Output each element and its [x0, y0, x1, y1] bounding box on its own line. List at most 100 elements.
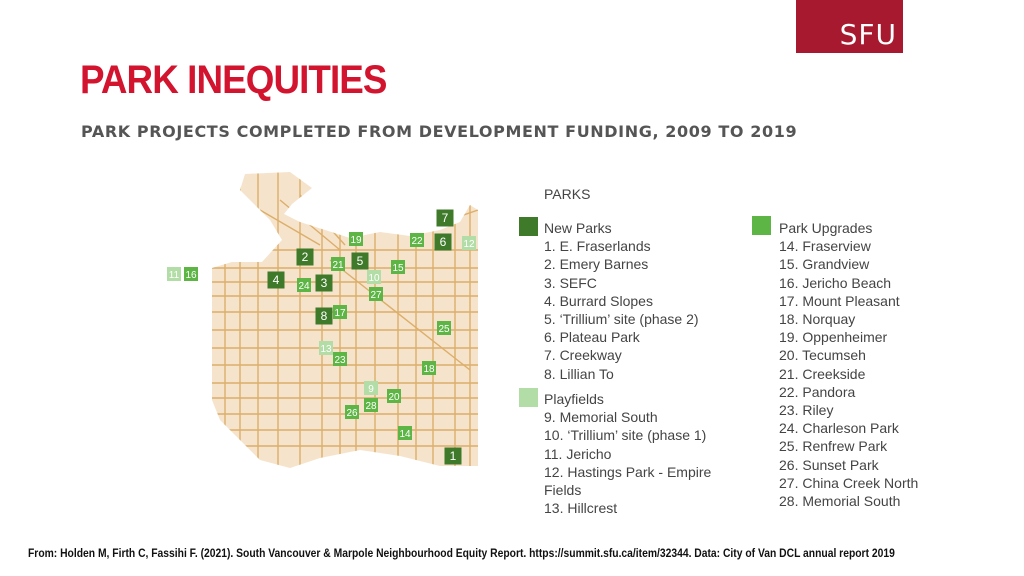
- marker-label: 17: [334, 308, 346, 319]
- park-marker-18: 18: [422, 361, 436, 375]
- marker-label: 2: [302, 250, 309, 264]
- marker-label: 6: [440, 235, 447, 249]
- marker-label: 21: [332, 260, 344, 271]
- park-marker-8: 8: [315, 307, 333, 325]
- legend-item: 23. Riley: [779, 402, 834, 419]
- marker-label: 3: [321, 276, 328, 290]
- legend-heading: PARKS: [544, 186, 591, 202]
- marker-square: [184, 267, 198, 281]
- marker-label: 7: [442, 211, 449, 225]
- park-marker-27: 27: [369, 287, 383, 301]
- marker-label: 4: [273, 273, 280, 287]
- marker-label: 24: [298, 281, 310, 292]
- legend-label: New Parks: [544, 220, 612, 236]
- marker-label: 5: [357, 254, 364, 268]
- road: [329, 259, 471, 371]
- legend-item: 25. Renfrew Park: [779, 438, 888, 455]
- park-marker-6: 6: [434, 233, 452, 251]
- legend-item: 15. Grandview: [779, 256, 870, 273]
- legend-item: 4. Burrard Slopes: [544, 292, 653, 309]
- legend-label: Park Upgrades: [779, 220, 873, 236]
- park-marker-13: 13: [319, 341, 333, 355]
- marker-square: [462, 236, 476, 250]
- legend-item: 2. Emery Barnes: [544, 256, 649, 273]
- marker-square: [422, 361, 436, 375]
- marker-square: [434, 233, 452, 251]
- park-marker-5: 5: [351, 252, 369, 270]
- marker-label: 27: [370, 290, 382, 301]
- park-marker-26: 26: [345, 405, 359, 419]
- legend-item: 11. Jericho: [544, 445, 612, 462]
- park-marker-3: 3: [315, 274, 333, 292]
- marker-square: [333, 305, 347, 319]
- source-citation: From: Holden M, Firth C, Fassihi F. (202…: [28, 546, 895, 560]
- legend-item: 18. Norquay: [779, 311, 856, 328]
- marker-label: 19: [350, 235, 362, 246]
- marker-square: [364, 381, 378, 395]
- park-marker-12: 12: [462, 236, 476, 250]
- marker-label: 12: [463, 239, 475, 250]
- park-marker-28: 28: [364, 398, 378, 412]
- legend-item: 9. Memorial South: [544, 409, 658, 426]
- marker-square: [315, 274, 333, 292]
- legend-item: 20. Tecumseh: [779, 347, 866, 364]
- marker-label: 13: [320, 344, 332, 355]
- marker-label: 16: [185, 270, 197, 281]
- marker-label: 8: [321, 309, 328, 323]
- marker-square: [333, 352, 347, 366]
- marker-label: 9: [368, 384, 374, 395]
- marker-label: 14: [399, 429, 411, 440]
- park-marker-19: 19: [349, 232, 363, 246]
- page-title: PARK INEQUITIES: [80, 58, 387, 102]
- marker-square: [364, 398, 378, 412]
- legend-item: 13. Hillcrest: [544, 500, 618, 517]
- legend-swatch-playfields: [519, 388, 538, 407]
- marker-square: [437, 321, 451, 335]
- legend-item: 5. ‘Trillium’ site (phase 2): [544, 311, 699, 328]
- legend-label: Playfields: [544, 391, 604, 407]
- legend-item: 1. E. Fraserlands: [544, 238, 651, 255]
- marker-label: 22: [411, 236, 423, 247]
- legend-park-upgrades: Park Upgrades 14. Fraserview 15. Grandvie…: [779, 219, 918, 510]
- park-marker-16: 16: [184, 267, 198, 281]
- park-markers: 1234567891011121314151617181920212223242…: [167, 209, 476, 465]
- marker-square: [345, 405, 359, 419]
- marker-label: 1: [450, 449, 457, 463]
- marker-square: [387, 389, 401, 403]
- legend-item: 28. Memorial South: [779, 493, 901, 510]
- park-marker-17: 17: [333, 305, 347, 319]
- park-marker-22: 22: [410, 233, 424, 247]
- legend-item: 27. China Creek North: [779, 474, 919, 491]
- park-marker-2: 2: [296, 248, 314, 266]
- park-marker-20: 20: [387, 389, 401, 403]
- legend-item: 21. Creekside: [779, 365, 866, 382]
- marker-square: [297, 278, 311, 292]
- marker-square: [331, 257, 345, 271]
- legend-item: 3. SEFC: [544, 274, 597, 291]
- marker-square: [267, 271, 285, 289]
- marker-square: [296, 248, 314, 266]
- marker-square: [410, 233, 424, 247]
- marker-square: [369, 287, 383, 301]
- marker-label: 28: [365, 401, 377, 412]
- marker-square: [349, 232, 363, 246]
- park-marker-21: 21: [331, 257, 345, 271]
- park-marker-9: 9: [364, 381, 378, 395]
- park-marker-10: 10: [367, 270, 381, 284]
- park-marker-4: 4: [267, 271, 285, 289]
- marker-square: [319, 341, 333, 355]
- legend-item: 10. ‘Trillium’ site (phase 1): [544, 427, 707, 444]
- legend-item: 6. Plateau Park: [544, 329, 640, 346]
- marker-square: [351, 252, 369, 270]
- marker-label: 23: [334, 355, 346, 366]
- logo-text: SFU: [839, 18, 897, 51]
- park-marker-14: 14: [398, 426, 412, 440]
- marker-square: [315, 307, 333, 325]
- legend-item: 16. Jericho Beach: [779, 274, 892, 291]
- sfu-logo: SFU: [796, 0, 903, 53]
- legend-item: 17. Mount Pleasant: [779, 292, 900, 309]
- marker-label: 15: [392, 263, 404, 274]
- legend-item: 19. Oppenheimer: [779, 329, 888, 346]
- legend-swatch-park-upgrades: [752, 216, 771, 235]
